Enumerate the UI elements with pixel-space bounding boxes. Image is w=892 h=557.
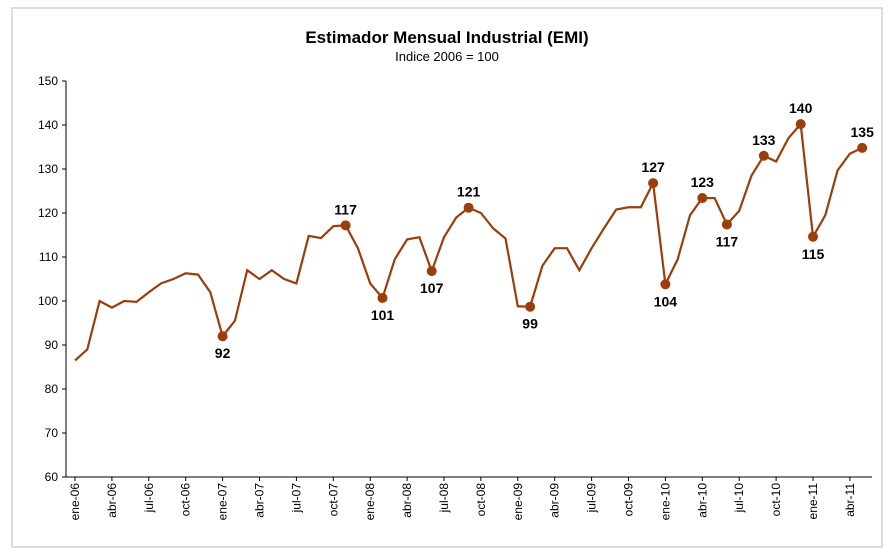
y-tick-label: 90 xyxy=(45,338,59,352)
data-point xyxy=(340,220,351,231)
data-label: 117 xyxy=(334,201,357,217)
x-tick-label: jul-10 xyxy=(732,483,746,514)
data-label: 140 xyxy=(789,100,813,116)
x-tick-label: jul-06 xyxy=(142,483,156,514)
data-point xyxy=(721,219,732,230)
chart-frame xyxy=(11,7,883,548)
data-point xyxy=(525,301,536,312)
data-point xyxy=(648,178,659,189)
y-tick-label: 100 xyxy=(38,294,58,308)
data-point xyxy=(857,142,868,153)
y-tick-label: 70 xyxy=(45,426,59,440)
y-tick-label: 130 xyxy=(38,162,58,176)
data-point xyxy=(377,292,388,303)
data-point xyxy=(463,202,474,213)
data-label: 115 xyxy=(802,246,825,262)
data-label: 104 xyxy=(654,293,678,309)
x-tick-label: abr-07 xyxy=(253,483,267,518)
y-tick-label: 80 xyxy=(45,382,59,396)
x-tick-label: jul-09 xyxy=(585,483,599,514)
data-label: 135 xyxy=(851,124,875,140)
data-point xyxy=(808,231,818,242)
data-point xyxy=(217,331,228,342)
x-tick-label: abr-11 xyxy=(843,483,857,517)
x-tick-label: abr-06 xyxy=(105,483,119,518)
x-tick-label: ene-08 xyxy=(363,483,377,521)
x-tick-label: jul-08 xyxy=(437,483,451,514)
data-label: 92 xyxy=(215,345,231,361)
chart-subtitle: Indice 2006 = 100 xyxy=(395,49,499,64)
data-point xyxy=(795,119,806,130)
data-label: 133 xyxy=(752,132,776,148)
y-tick-label: 110 xyxy=(39,250,58,264)
data-label: 121 xyxy=(457,184,481,200)
x-tick-label: abr-08 xyxy=(400,483,414,518)
x-tick-label: jul-07 xyxy=(289,483,303,514)
x-tick-label: ene-06 xyxy=(68,483,82,521)
y-tick-label: 60 xyxy=(45,470,59,484)
x-tick-label: oct-09 xyxy=(622,483,636,517)
x-tick-label: oct-07 xyxy=(326,483,340,517)
data-label: 107 xyxy=(420,280,444,296)
data-point xyxy=(426,266,437,277)
x-tick-label: ene-09 xyxy=(511,483,525,521)
y-tick-label: 140 xyxy=(38,118,58,132)
x-tick-label: ene-11 xyxy=(806,483,820,520)
x-tick-label: oct-06 xyxy=(179,483,193,517)
y-tick-label: 120 xyxy=(38,206,58,220)
x-tick-label: abr-10 xyxy=(695,483,709,518)
data-label: 117 xyxy=(716,233,739,249)
data-label: 123 xyxy=(691,174,715,190)
chart-title: Estimador Mensual Industrial (EMI) xyxy=(305,28,588,47)
x-tick-label: oct-10 xyxy=(769,483,783,517)
y-tick-label: 150 xyxy=(38,74,58,88)
x-tick-label: ene-10 xyxy=(658,483,672,521)
x-tick-label: ene-07 xyxy=(216,483,230,521)
data-point xyxy=(758,150,769,161)
data-label: 99 xyxy=(522,316,538,332)
data-label: 127 xyxy=(641,159,665,175)
data-point xyxy=(660,279,671,290)
x-tick-label: oct-08 xyxy=(474,483,488,517)
x-tick-label: abr-09 xyxy=(548,483,562,518)
data-label: 101 xyxy=(371,307,395,323)
data-point xyxy=(697,193,708,204)
